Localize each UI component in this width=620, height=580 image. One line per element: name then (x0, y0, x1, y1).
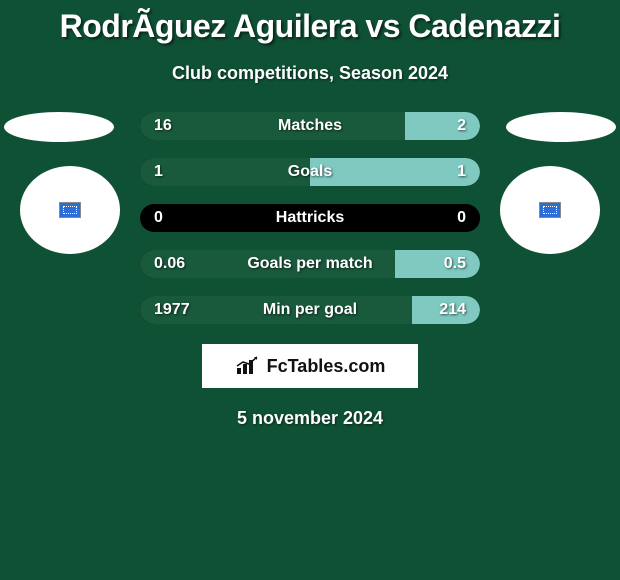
stat-right-fill (395, 250, 480, 278)
stat-left-value: 16 (154, 117, 172, 135)
player-left-avatar-disc (20, 166, 120, 254)
stat-right-value: 2 (457, 117, 466, 135)
player-right-small-disc (506, 112, 616, 142)
stat-right-value: 214 (439, 301, 466, 319)
stat-right-value: 0 (457, 209, 466, 227)
brand-text: FcTables.com (267, 356, 386, 377)
stat-left-value: 1 (154, 163, 163, 181)
date-text: 5 november 2024 (0, 408, 620, 429)
stat-left-value: 0 (154, 209, 163, 227)
stat-bars: 16 Matches 2 1 Goals 1 0 Hattricks 0 0.0… (140, 112, 480, 324)
stat-label: Goals (288, 163, 332, 181)
stat-left-value: 1977 (154, 301, 190, 319)
stat-row-matches: 16 Matches 2 (140, 112, 480, 140)
stat-right-value: 1 (457, 163, 466, 181)
stat-row-goals-per-match: 0.06 Goals per match 0.5 (140, 250, 480, 278)
stat-row-goals: 1 Goals 1 (140, 158, 480, 186)
stat-label: Hattricks (276, 209, 344, 227)
compare-area: 16 Matches 2 1 Goals 1 0 Hattricks 0 0.0… (0, 112, 620, 324)
stat-right-fill (310, 158, 480, 186)
player-left-flag-icon (59, 202, 81, 218)
player-left-small-disc (4, 112, 114, 142)
page-subtitle: Club competitions, Season 2024 (0, 63, 620, 84)
stat-row-hattricks: 0 Hattricks 0 (140, 204, 480, 232)
stat-left-fill (140, 112, 405, 140)
stat-label: Min per goal (263, 301, 357, 319)
stat-label: Goals per match (247, 255, 372, 273)
brand-logo-icon (235, 356, 261, 376)
stat-right-value: 0.5 (444, 255, 466, 273)
player-right-avatar-disc (500, 166, 600, 254)
stat-row-min-per-goal: 1977 Min per goal 214 (140, 296, 480, 324)
stat-left-fill (140, 158, 310, 186)
stat-right-fill (405, 112, 480, 140)
brand-box: FcTables.com (202, 344, 418, 388)
player-right-flag-icon (539, 202, 561, 218)
stat-label: Matches (278, 117, 342, 135)
page-title: RodrÃ­guez Aguilera vs Cadenazzi (0, 0, 620, 45)
stat-left-value: 0.06 (154, 255, 185, 273)
